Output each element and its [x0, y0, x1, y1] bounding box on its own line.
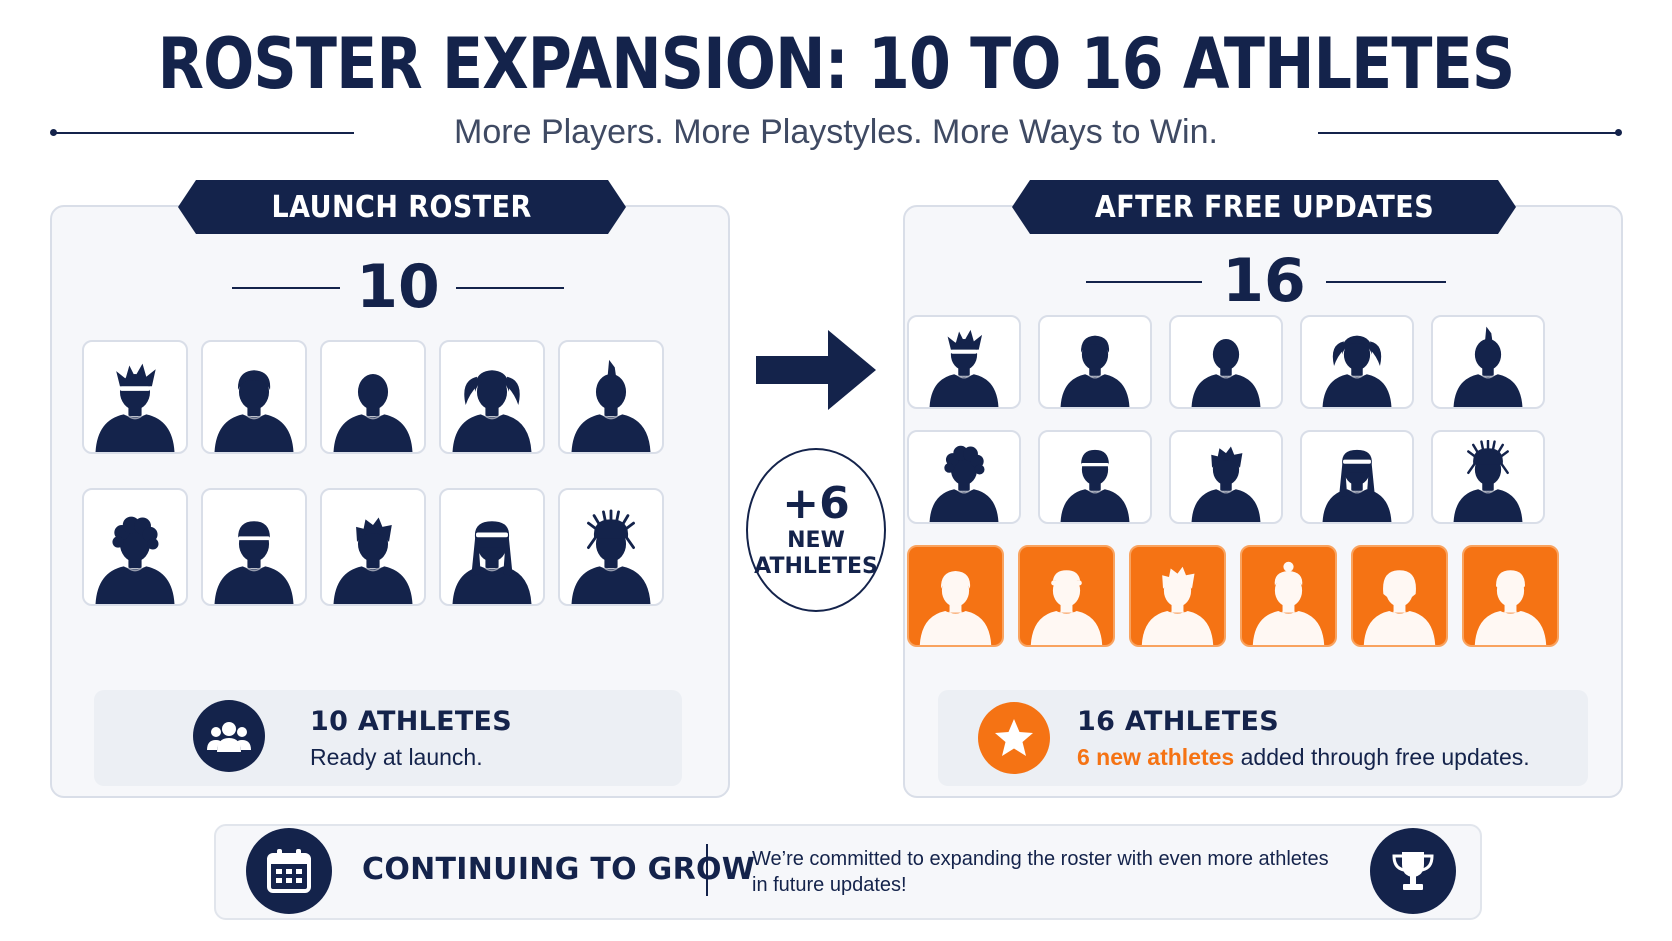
footer-divider [706, 844, 708, 896]
athlete-card-1 [82, 340, 188, 454]
divider-right [1318, 132, 1618, 134]
after-athlete-card-1 [907, 315, 1021, 409]
after-updates-ribbon: AFTER FREE UPDATES [1012, 180, 1516, 234]
athlete-card-5 [558, 340, 664, 454]
new-athletes-count: +6 [782, 478, 850, 529]
new-athlete-card-1 [907, 545, 1004, 647]
trophy-icon [1370, 828, 1456, 914]
after-athlete-card-5 [1431, 315, 1545, 409]
after-athlete-card-2 [1038, 315, 1152, 409]
after-info-sub: 6 new athletes added through free update… [1077, 744, 1530, 771]
divider-dot-right [1615, 129, 1622, 136]
count-line-left-2 [1086, 281, 1202, 283]
count-line-left [232, 287, 340, 289]
after-count: 16 [1222, 246, 1306, 316]
divider-dot-left [50, 129, 57, 136]
launch-info-title: 10 ATHLETES [310, 706, 513, 737]
arrow-right-icon [756, 330, 876, 415]
athlete-card-9 [439, 488, 545, 606]
athlete-card-6 [82, 488, 188, 606]
new-athlete-card-6 [1462, 545, 1559, 647]
after-info-title: 16 ATHLETES [1077, 706, 1280, 737]
after-athlete-card-10 [1431, 430, 1545, 524]
after-info-highlight: 6 new athletes [1077, 744, 1235, 770]
after-info-rest: added through free updates. [1234, 744, 1530, 770]
launch-roster-ribbon: LAUNCH ROSTER [178, 180, 626, 234]
after-athlete-card-4 [1300, 315, 1414, 409]
footer-text-line2: in future updates! [752, 874, 907, 896]
after-athlete-card-7 [1038, 430, 1152, 524]
count-line-right [456, 287, 564, 289]
after-athlete-card-9 [1300, 430, 1414, 524]
new-athlete-card-5 [1351, 545, 1448, 647]
athlete-card-7 [201, 488, 307, 606]
after-athlete-card-8 [1169, 430, 1283, 524]
athlete-card-3 [320, 340, 426, 454]
star-icon [978, 702, 1050, 774]
athlete-card-2 [201, 340, 307, 454]
new-athlete-card-4 [1240, 545, 1337, 647]
after-athlete-card-3 [1169, 315, 1283, 409]
new-athletes-line2: ATHLETES [754, 554, 878, 579]
after-updates-label: AFTER FREE UPDATES [1094, 189, 1434, 225]
after-athlete-card-6 [907, 430, 1021, 524]
calendar-icon [246, 828, 332, 914]
footer-banner [214, 824, 1482, 920]
page-title: ROSTER EXPANSION: 10 TO 16 ATHLETES [157, 23, 1516, 105]
launch-roster-label: LAUNCH ROSTER [271, 189, 533, 225]
athlete-card-10 [558, 488, 664, 606]
footer-title: CONTINUING TO GROW [362, 852, 756, 887]
page-subtitle: More Players. More Playstyles. More Ways… [454, 113, 1218, 151]
athlete-card-4 [439, 340, 545, 454]
group-icon [193, 700, 265, 772]
new-athletes-badge: +6 NEW ATHLETES [746, 448, 886, 612]
new-athlete-card-2 [1018, 545, 1115, 647]
launch-info-sub: Ready at launch. [310, 744, 483, 770]
new-athlete-card-3 [1129, 545, 1226, 647]
divider-left [54, 132, 354, 134]
new-athletes-line1: NEW [787, 528, 845, 553]
launch-info-box [94, 690, 682, 786]
launch-count: 10 [356, 252, 440, 322]
count-line-right-2 [1326, 281, 1446, 283]
footer-text: We’re committed to expanding the roster … [752, 846, 1329, 898]
athlete-card-8 [320, 488, 426, 606]
footer-text-line1: We’re committed to expanding the roster … [752, 848, 1329, 870]
